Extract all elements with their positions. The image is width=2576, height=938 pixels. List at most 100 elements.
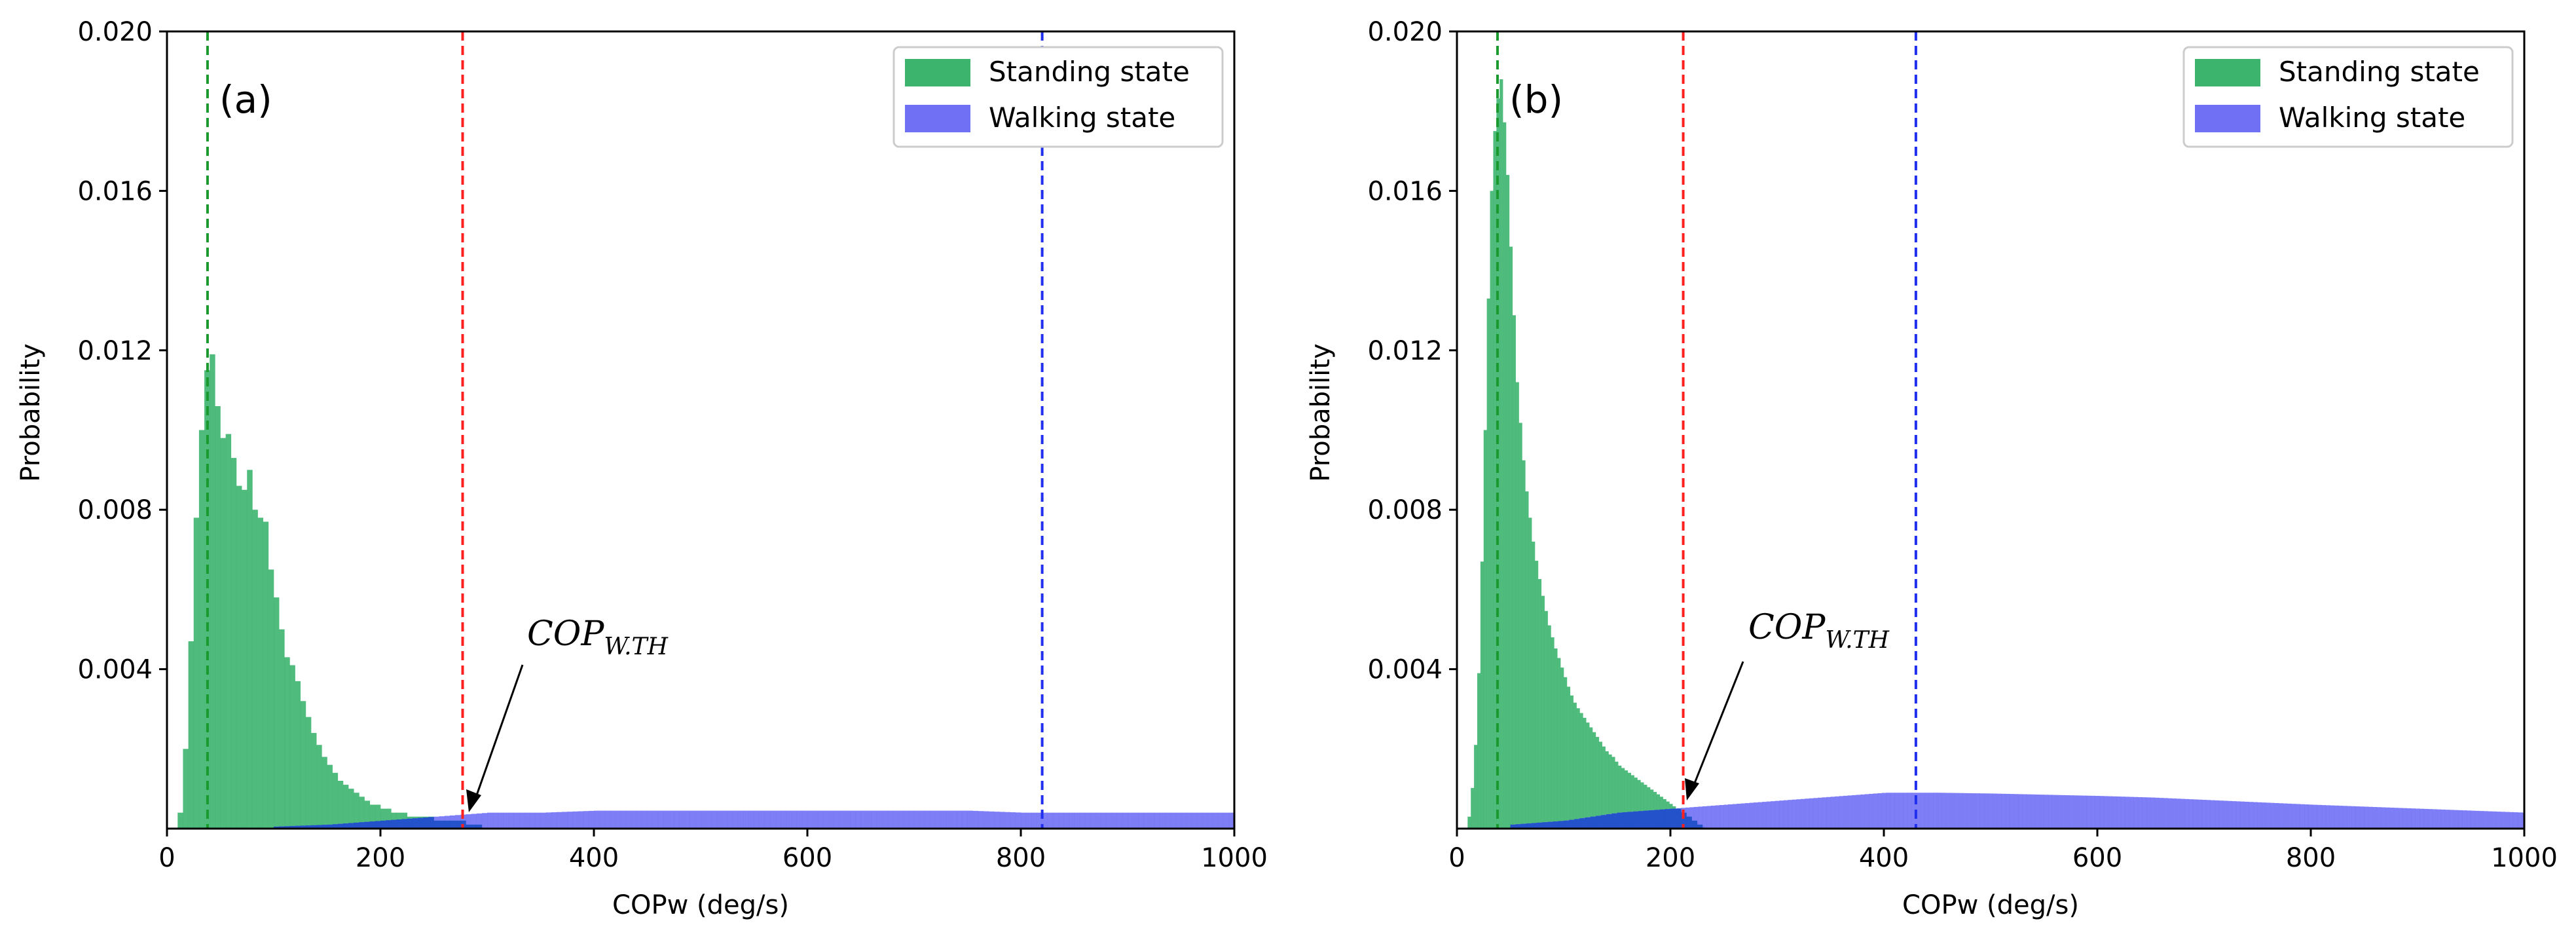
walking-bar-b bbox=[1860, 794, 1865, 829]
overlap-bar-b bbox=[1691, 820, 1698, 829]
walking-bar-a bbox=[1138, 812, 1144, 829]
walking-bar-a bbox=[562, 812, 568, 829]
standing-bar-b bbox=[1570, 695, 1573, 829]
walking-bar-a bbox=[513, 812, 520, 829]
walking-bar-a bbox=[845, 810, 851, 829]
walking-bar-b bbox=[1907, 793, 1912, 829]
walking-bar-b bbox=[1835, 796, 1839, 829]
walking-bar-a bbox=[674, 810, 680, 829]
walking-bar-b bbox=[1771, 801, 1776, 829]
walking-bar-a bbox=[1010, 812, 1016, 829]
walking-bar-a bbox=[1063, 812, 1069, 829]
walking-bar-b bbox=[1864, 794, 1869, 829]
overlap-bar-b bbox=[1644, 810, 1649, 829]
standing-bar-b bbox=[1515, 382, 1519, 829]
walking-bar-b bbox=[2061, 795, 2066, 829]
walking-bar-b bbox=[2304, 804, 2309, 829]
panel-b: 0 200 400 600 800 1000 0.004 0.008 0.012 0.016 0.0… bbox=[1306, 17, 2558, 920]
walking-bar-a bbox=[807, 810, 813, 829]
walking-bar-b bbox=[2411, 808, 2416, 829]
overlap-bar-b bbox=[1611, 813, 1617, 829]
walking-bar-b bbox=[1967, 793, 1972, 829]
standing-bar-a bbox=[322, 757, 327, 829]
walking-bar-b bbox=[2155, 797, 2160, 829]
overlap-bar-a bbox=[476, 824, 483, 829]
standing-bar-a bbox=[386, 808, 392, 829]
walking-bar-b bbox=[2279, 803, 2283, 829]
y-tick-label-b: 0.004 bbox=[1367, 655, 1443, 685]
overlap-bar-b bbox=[1670, 808, 1676, 829]
standing-bars-a bbox=[177, 354, 483, 829]
reference-lines-b bbox=[1496, 31, 1917, 829]
walking-bar-a bbox=[1154, 812, 1160, 829]
walking-bar-a bbox=[701, 810, 707, 829]
walking-bar-a bbox=[871, 810, 877, 829]
standing-bar-b bbox=[1532, 541, 1536, 829]
standing-bar-b bbox=[1467, 816, 1471, 829]
walking-bar-b bbox=[1745, 803, 1750, 829]
walking-bar-a bbox=[1037, 812, 1042, 829]
standing-bar-b bbox=[1541, 595, 1545, 829]
walking-bar-a bbox=[1074, 812, 1080, 829]
x-tick-label-a: 200 bbox=[356, 843, 405, 873]
walking-bar-a bbox=[876, 810, 883, 829]
legend-b: Standing state Walking state bbox=[2182, 46, 2514, 148]
standing-bar-b bbox=[1477, 673, 1481, 829]
walking-bar-b bbox=[1805, 798, 1810, 829]
walking-bar-b bbox=[1959, 793, 1963, 829]
walking-bar-a bbox=[679, 810, 685, 829]
overlap-bar-b bbox=[1569, 819, 1575, 829]
walking-bar-b bbox=[2057, 795, 2061, 829]
plot-frame-b bbox=[1456, 30, 2526, 830]
walking-bar-a bbox=[999, 812, 1005, 829]
walking-bar-b bbox=[1941, 793, 1946, 829]
walking-bar-b bbox=[2189, 799, 2194, 829]
overlap-bar-a bbox=[274, 826, 280, 829]
walking-bar-b bbox=[1775, 800, 1780, 829]
overlap-bar-a bbox=[386, 820, 392, 829]
walking-bar-a bbox=[855, 810, 861, 829]
walking-bar-b bbox=[1890, 793, 1895, 829]
walking-bar-b bbox=[2257, 802, 2262, 829]
walking-bar-a bbox=[743, 810, 749, 829]
legend-box-a bbox=[892, 46, 1224, 148]
walking-bar-b bbox=[2240, 801, 2245, 829]
walking-bar-b bbox=[2381, 807, 2386, 829]
walking-bar-b bbox=[2039, 795, 2044, 829]
overlap-bar-a bbox=[342, 823, 349, 829]
walking-bar-a bbox=[866, 810, 872, 829]
walking-bar-b bbox=[2091, 795, 2096, 829]
standing-bar-b bbox=[1512, 315, 1516, 829]
walking-bar-a bbox=[1191, 812, 1198, 829]
overlap-bar-b bbox=[1606, 814, 1612, 829]
overlap-bar-a bbox=[391, 819, 397, 829]
walking-bar-b bbox=[2052, 795, 2057, 829]
walking-bar-a bbox=[716, 810, 722, 829]
walking-bar-a bbox=[631, 810, 637, 829]
walking-bar-b bbox=[2484, 811, 2488, 829]
walking-bar-a bbox=[636, 810, 642, 829]
standing-bar-b bbox=[1500, 79, 1503, 829]
x-tick-label-a: 800 bbox=[996, 843, 1046, 873]
y-axis-title-a: Probability bbox=[16, 343, 46, 481]
walking-bar-a bbox=[1202, 812, 1208, 829]
standing-bar-b bbox=[1589, 727, 1593, 829]
walking-bar-b bbox=[2099, 796, 2105, 829]
walking-bar-b bbox=[2210, 800, 2215, 829]
legend-box-b bbox=[2182, 46, 2514, 148]
overlap-bar-a bbox=[407, 818, 413, 829]
overlap-bar-a bbox=[337, 823, 344, 829]
overlap-bar-a bbox=[466, 824, 471, 829]
legend-a: Standing state Walking state bbox=[892, 46, 1224, 148]
walking-bar-b bbox=[2457, 810, 2463, 829]
walking-bar-b bbox=[1954, 793, 1959, 829]
walking-bar-a bbox=[588, 810, 595, 829]
walking-bar-a bbox=[492, 812, 498, 829]
walking-bar-b bbox=[2445, 810, 2450, 829]
standing-bar-a bbox=[193, 517, 200, 829]
walking-bar-a bbox=[551, 812, 557, 829]
walking-bar-b bbox=[2223, 800, 2228, 829]
walking-bar-b bbox=[2398, 808, 2403, 829]
x-tick-label-b: 0 bbox=[1448, 843, 1465, 873]
annotation-text-a: COPW.TH bbox=[527, 614, 669, 660]
